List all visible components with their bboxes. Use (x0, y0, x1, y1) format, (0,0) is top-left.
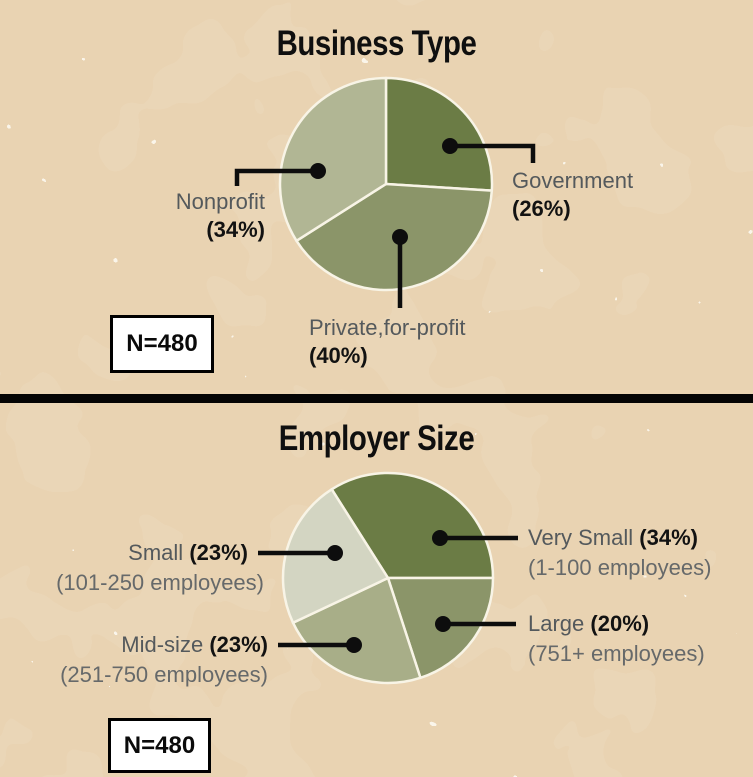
label-mid-size-line1: Mid-size (23%) (60, 630, 268, 660)
label-nonprofit: Nonprofit (34%) (176, 188, 265, 244)
employer-size-pie (281, 471, 495, 685)
sample-size-label-2: N=480 (123, 731, 196, 759)
pie1-callouts (234, 138, 536, 308)
label-small-line1: Small (23%) (56, 538, 264, 568)
callout-dot-mid-size (346, 637, 362, 653)
callout-dot-small (327, 545, 343, 561)
label-large-pct: (20%) (590, 611, 650, 636)
label-government-name: Government (512, 168, 634, 193)
label-very-small-pct: (34%) (639, 525, 698, 550)
callout-line-government (450, 143, 536, 163)
callout-dot-nonprofit (310, 163, 326, 179)
section-divider (0, 394, 753, 403)
label-mid-size-sub: (251-750 employees) (60, 662, 268, 687)
chart2-title: Employer Size (278, 419, 475, 458)
label-small: Small (23%) (101-250 employees) (56, 538, 264, 598)
label-small-sub: (101-250 employees) (56, 570, 264, 595)
callout-dot-very-small (432, 530, 448, 546)
pie2-slice-mid-size (291, 576, 422, 685)
label-private-pct: (40%) (309, 343, 368, 368)
callout-line-nonprofit (234, 168, 318, 186)
label-nonprofit-name: Nonprofit (175, 189, 265, 214)
callout-dot-government (442, 138, 458, 154)
sample-size-label-1: N=480 (126, 330, 198, 357)
sample-size-box-2: N=480 (108, 718, 211, 773)
label-mid-size-name: Mid-size (121, 632, 204, 657)
label-very-small: Very Small (34%) (1-100 employees) (528, 523, 711, 583)
label-small-pct: (23%) (189, 540, 248, 565)
label-government: Government (26%) (512, 167, 633, 223)
label-government-pct: (26%) (512, 196, 571, 221)
callout-dot-large (435, 616, 451, 632)
label-large: Large (20%) (751+ employees) (528, 609, 705, 669)
label-very-small-name: Very Small (528, 525, 634, 550)
pie1-slice-government (384, 76, 494, 192)
label-mid-size-pct: (23%) (209, 632, 268, 657)
label-mid-size: Mid-size (23%) (251-750 employees) (60, 630, 268, 690)
label-private-for-profit: Private,for-profit (40%) (309, 314, 466, 370)
label-nonprofit-pct: (34%) (206, 217, 265, 242)
label-large-line1: Large (20%) (528, 609, 705, 639)
callout-dot-private (392, 229, 408, 245)
business-type-pie (278, 76, 494, 292)
label-small-name: Small (128, 540, 184, 565)
sample-size-box-1: N=480 (110, 315, 214, 373)
label-very-small-line1: Very Small (34%) (528, 523, 711, 553)
pie1-slice-nonprofit (278, 76, 388, 243)
label-private-name: Private,for-profit (309, 315, 466, 340)
chart1-title: Business Type (276, 24, 477, 63)
label-large-name: Large (528, 611, 585, 636)
label-large-sub: (751+ employees) (528, 641, 705, 666)
pie2-callouts (258, 530, 518, 653)
label-very-small-sub: (1-100 employees) (528, 555, 712, 580)
